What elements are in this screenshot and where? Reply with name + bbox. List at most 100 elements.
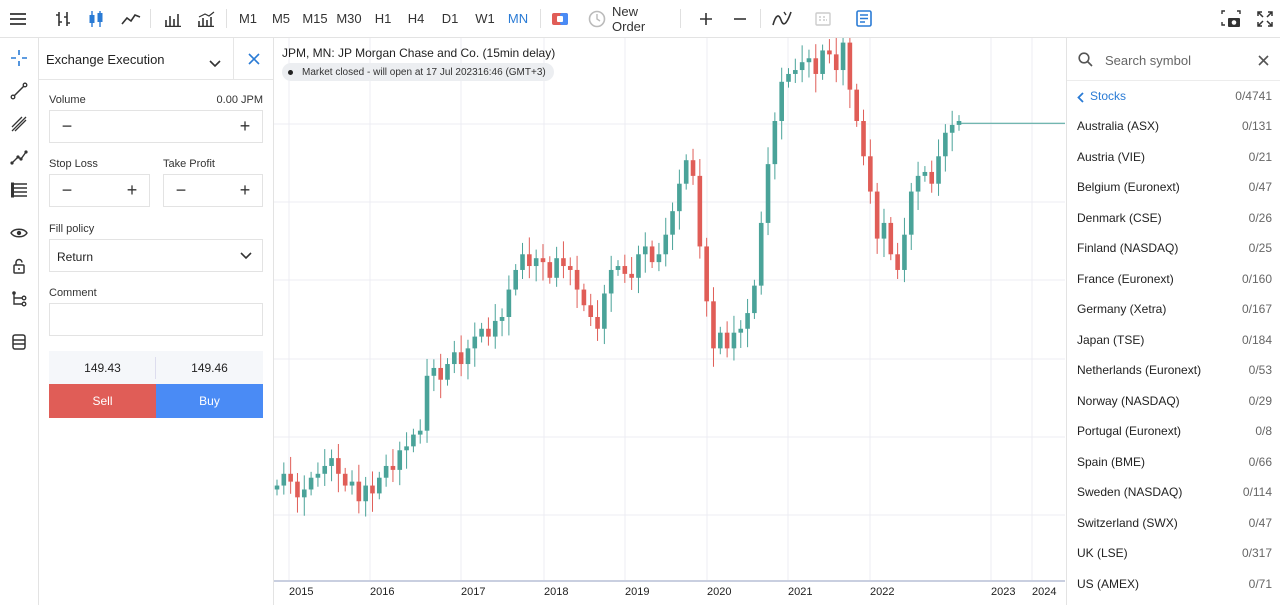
comment-input[interactable] [49, 303, 263, 336]
list-item[interactable]: Australia (ASX) 0/131 [1067, 111, 1280, 141]
x-axis-tick-label: 2016 [370, 586, 394, 598]
indicator-wave-icon[interactable] [768, 0, 796, 37]
take-profit-decrease-button[interactable]: − [175, 180, 187, 200]
candle [424, 358, 430, 443]
timeframe-m1[interactable]: M1 [238, 11, 258, 26]
timeframe-m15[interactable]: M15 [302, 11, 328, 26]
timeframe-m5[interactable]: M5 [271, 11, 291, 26]
category-header[interactable]: Stocks 0/4741 [1067, 82, 1280, 110]
object-tree-icon[interactable] [0, 284, 38, 314]
exchange-name: Germany (Xetra) [1077, 302, 1167, 316]
list-item[interactable]: Japan (TSE) 0/184 [1067, 325, 1280, 355]
screenshot-icon[interactable] [1218, 0, 1244, 37]
symbol-panel: Stocks 0/4741 Australia (ASX) 0/131 Austri… [1066, 38, 1280, 605]
bar-chart-type-icon[interactable] [50, 0, 76, 37]
exchange-count: 0/47 [1248, 180, 1272, 194]
stop-loss-stepper[interactable]: − + [49, 174, 150, 207]
candle [445, 358, 450, 386]
lock-icon[interactable] [0, 251, 38, 281]
eye-icon[interactable] [0, 218, 38, 248]
x-axis-tick-label: 2021 [788, 586, 812, 598]
layers-icon[interactable] [0, 327, 38, 357]
list-item[interactable]: Denmark (CSE) 0/26 [1067, 203, 1280, 233]
one-click-trading-icon[interactable] [546, 0, 574, 37]
zoom-in-icon[interactable] [694, 0, 718, 37]
chevron-left-icon[interactable] [1077, 90, 1084, 108]
order-type-title[interactable]: Exchange Execution [46, 52, 165, 67]
candle [595, 300, 600, 341]
list-item[interactable]: Switzerland (SWX) 0/47 [1067, 508, 1280, 538]
candle [417, 419, 423, 444]
candlestick-chart-type-icon[interactable] [83, 0, 109, 37]
menu-icon[interactable] [4, 0, 32, 37]
bid-price: 149.43 [84, 361, 121, 375]
list-item[interactable]: Spain (BME) 0/66 [1067, 447, 1280, 477]
list-item[interactable]: Portugal (Euronext) 0/8 [1067, 416, 1280, 446]
candle [854, 83, 859, 127]
exchange-name: France (Euronext) [1077, 271, 1174, 286]
exchange-count: 0/184 [1241, 332, 1272, 347]
timeframe-h4[interactable]: H4 [407, 11, 425, 26]
candle [711, 287, 716, 367]
volume-icon[interactable] [160, 0, 186, 37]
trend-line-icon[interactable] [0, 76, 38, 106]
new-order-button[interactable]: New Order [612, 3, 646, 34]
exchange-count: 0/66 [1248, 454, 1272, 469]
pitchfork-tool-icon[interactable] [0, 142, 38, 172]
list-item[interactable]: UK (LSE) 0/317 [1067, 538, 1280, 568]
chart-area[interactable]: 2015 2016 2017 2018 2019 2020 2021 2022 2023 2024… [274, 38, 1065, 605]
new-order-icon[interactable] [586, 0, 608, 37]
volume-increase-button[interactable]: + [239, 116, 251, 136]
notes-icon[interactable] [851, 0, 877, 37]
buy-button[interactable]: Buy [156, 384, 263, 418]
sell-button[interactable]: Sell [49, 384, 156, 418]
fibonacci-tool-icon[interactable] [0, 175, 38, 205]
price-chart[interactable]: 2015 2016 2017 2018 2019 2020 2021 2022 2023 2024 [274, 38, 1065, 605]
timeframe-h1[interactable]: H1 [374, 11, 392, 26]
crosshair-icon[interactable] [0, 43, 38, 73]
fill-policy-select[interactable]: Return [49, 239, 263, 272]
take-profit-stepper[interactable]: − + [163, 174, 263, 207]
close-icon[interactable] [1258, 53, 1269, 71]
candle [520, 242, 525, 279]
candle [820, 44, 825, 80]
list-item[interactable]: Belgium (Euronext) 0/47 [1067, 172, 1280, 202]
exchange-count: 0/114 [1242, 485, 1272, 499]
candle [765, 147, 771, 236]
calendar-icon[interactable] [810, 0, 836, 37]
search-input[interactable] [1103, 49, 1247, 71]
list-item[interactable]: Netherlands (Euronext) 0/53 [1067, 355, 1280, 385]
exchange-count: 0/26 [1248, 210, 1272, 225]
list-item[interactable]: Finland (NASDAQ) 0/25 [1067, 233, 1280, 263]
line-chart-type-icon[interactable] [117, 0, 145, 37]
ask-price: 149.46 [191, 361, 228, 375]
list-item[interactable]: France (Euronext) 0/160 [1067, 264, 1280, 294]
volume-decrease-button[interactable]: − [61, 116, 73, 136]
fullscreen-icon[interactable] [1252, 0, 1278, 37]
exchange-count: 0/21 [1248, 149, 1272, 164]
chevron-down-icon[interactable] [209, 55, 221, 73]
stop-loss-decrease-button[interactable]: − [61, 180, 73, 200]
candle [431, 359, 437, 392]
candle [629, 257, 634, 290]
take-profit-increase-button[interactable]: + [239, 180, 251, 200]
zoom-out-icon[interactable] [728, 0, 752, 37]
list-item[interactable]: Norway (NASDAQ) 0/29 [1067, 386, 1280, 416]
timeframe-d1[interactable]: D1 [441, 11, 459, 26]
list-item[interactable]: Sweden (NASDAQ) 0/114 [1067, 477, 1280, 507]
timeframe-mn[interactable]: MN [507, 11, 529, 26]
top-toolbar: M1 M5 M15 M30 H1 H4 D1 W1 MN New Order [0, 0, 1280, 38]
list-item[interactable]: Austria (VIE) 0/21 [1067, 142, 1280, 172]
timeframe-m30[interactable]: M30 [336, 11, 362, 26]
channel-tool-icon[interactable] [0, 109, 38, 139]
candle [356, 464, 362, 514]
volume-stepper[interactable]: − + [49, 110, 263, 143]
stop-loss-increase-button[interactable]: + [126, 180, 138, 200]
list-item[interactable]: Germany (Xetra) 0/167 [1067, 294, 1280, 324]
close-icon[interactable] [233, 38, 274, 79]
candle [915, 161, 921, 210]
category-name[interactable]: Stocks [1090, 89, 1127, 103]
timeframe-w1[interactable]: W1 [475, 11, 495, 26]
list-item[interactable]: US (AMEX) 0/71 [1067, 569, 1280, 599]
indicators-icon[interactable] [193, 0, 219, 37]
